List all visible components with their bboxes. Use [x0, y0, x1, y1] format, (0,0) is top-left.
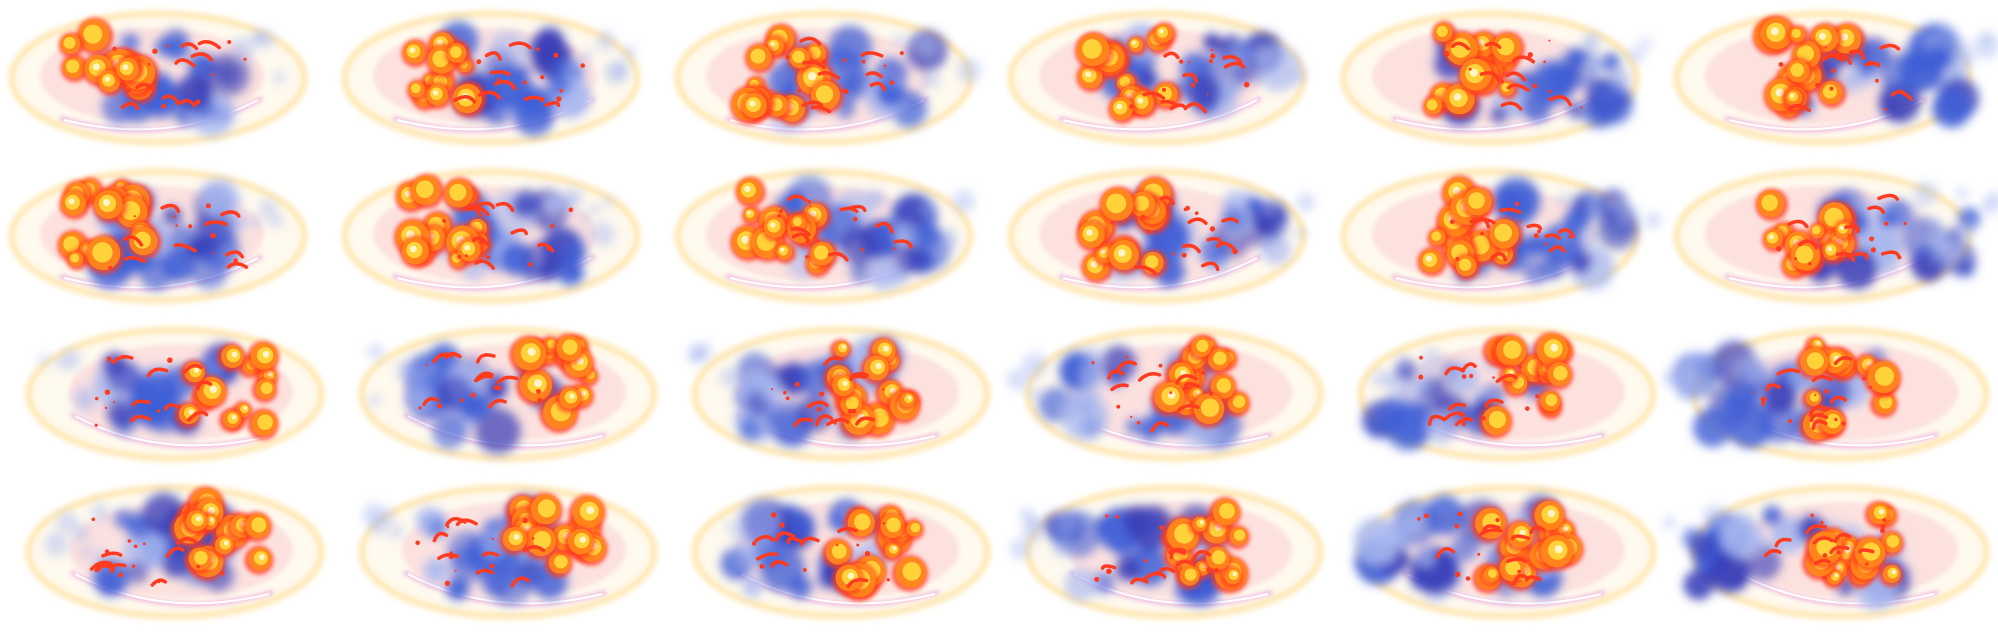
explosion-sprite — [1673, 168, 1998, 304]
fire-burst — [1753, 335, 1902, 444]
halo-ring — [358, 326, 658, 462]
halo-ring — [1340, 10, 1640, 146]
explosion-sprite — [1007, 168, 1315, 304]
halo-ring — [341, 168, 641, 304]
fire-burst — [1755, 188, 1907, 280]
explosion-sprite — [1662, 326, 1990, 462]
sprite-frame — [666, 316, 999, 474]
smoke-cloud — [1808, 181, 1998, 290]
fire-burst — [393, 173, 574, 271]
explosion-sprite — [1662, 484, 1990, 620]
sprite-frame — [1332, 0, 1665, 158]
explosion-sprite — [25, 326, 325, 462]
fire-burst — [771, 336, 921, 440]
sprite-frame — [333, 0, 666, 158]
halo-ring — [1673, 10, 1973, 146]
fire-burst — [94, 340, 280, 441]
halo-ring — [691, 326, 991, 462]
sprite-frame — [0, 158, 333, 316]
halo-ring — [25, 484, 325, 620]
fire-burst — [418, 333, 599, 434]
explosion-sprite — [1010, 484, 1324, 620]
fire-burst — [1076, 175, 1239, 284]
sprite-frame — [1332, 316, 1665, 474]
explosion-sprite — [8, 10, 308, 146]
fire-burst — [401, 30, 585, 118]
halo-ring — [1357, 326, 1657, 462]
explosion-sprite — [1007, 10, 1307, 146]
halo-ring — [8, 10, 308, 146]
halo-ring — [341, 10, 641, 146]
fire-burst — [56, 177, 249, 275]
sprite-frame — [999, 316, 1332, 474]
fire-burst — [89, 486, 274, 587]
explosion-sprite — [1007, 326, 1324, 462]
sprite-frame — [0, 474, 333, 632]
smoke-cloud — [367, 343, 565, 454]
explosion-sprite — [674, 10, 982, 146]
explosion-sprite — [1357, 326, 1657, 462]
explosion-sprite — [1673, 10, 1998, 146]
explosion-sprite — [1340, 168, 1662, 304]
sprite-frame — [0, 316, 333, 474]
fire-burst — [1074, 22, 1250, 125]
sprite-frame — [333, 316, 666, 474]
sprite-frame — [333, 158, 666, 316]
fire-burst — [415, 492, 608, 588]
explosion-sprite — [341, 10, 641, 146]
fire-burst — [1094, 496, 1250, 594]
halo-ring — [25, 326, 325, 462]
fire-burst — [1418, 332, 1574, 439]
sprite-frame — [1332, 158, 1665, 316]
fire-burst — [1422, 20, 1583, 119]
fire-burst — [1763, 500, 1905, 589]
fire-burst — [729, 176, 913, 278]
sprite-frame — [333, 474, 666, 632]
fire-burst — [58, 17, 247, 111]
sprite-frame — [1662, 474, 1998, 632]
explosion-sprite — [1340, 10, 1652, 146]
sprite-frame — [1665, 158, 1998, 316]
fire-burst — [729, 23, 904, 126]
fire-burst — [1417, 498, 1585, 594]
sprite-frame — [1332, 474, 1665, 632]
sprite-frame — [0, 0, 333, 158]
fire-burst — [1091, 334, 1251, 433]
explosion-sprite — [691, 484, 991, 620]
halo-ring — [358, 484, 658, 620]
halo-ring — [674, 168, 974, 304]
fire-burst — [1417, 175, 1575, 281]
sprite-frame — [999, 474, 1332, 632]
fire-burst — [1752, 15, 1914, 121]
explosion-sprite — [25, 484, 325, 620]
explosion-sprite — [1353, 484, 1657, 620]
explosion-sprite — [687, 326, 991, 462]
smoke-cloud — [1791, 23, 1998, 128]
sprite-frame — [666, 474, 999, 632]
explosion-sprite — [358, 326, 658, 462]
sprite-frame — [666, 0, 999, 158]
halo-ring — [8, 168, 308, 304]
explosion-sprite — [674, 168, 975, 304]
explosion-sprite — [358, 484, 658, 620]
explosion-sprite — [341, 168, 641, 304]
halo-ring — [1024, 326, 1324, 462]
halo-ring — [691, 484, 991, 620]
fire-burst — [751, 504, 929, 602]
sprite-frame — [666, 158, 999, 316]
sprite-frame — [1665, 0, 1998, 158]
explosion-sprite — [8, 168, 308, 304]
sprite-frame — [999, 0, 1332, 158]
sprite-frame — [999, 158, 1332, 316]
sprite-frame — [1662, 316, 1998, 474]
